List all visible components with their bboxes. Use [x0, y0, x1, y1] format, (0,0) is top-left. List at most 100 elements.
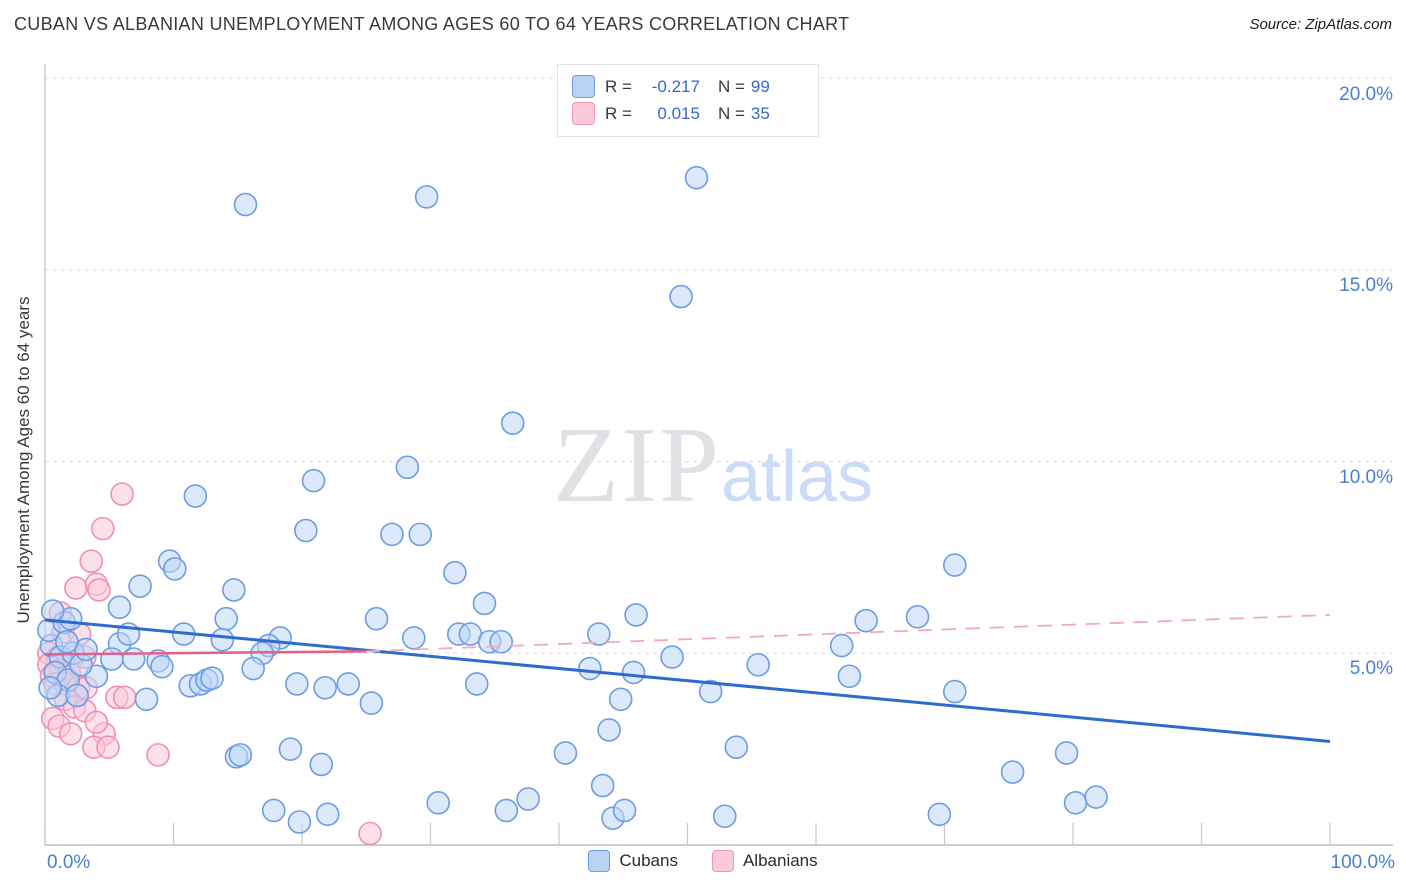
scatter-point-cuban [222, 578, 246, 602]
n-value-albanians: 35 [750, 103, 770, 123]
scatter-point-cuban [837, 664, 862, 689]
scatter-point-cuban [228, 743, 253, 767]
albanians-swatch [711, 850, 734, 872]
scatter-point-cuban [464, 672, 489, 696]
scatter-point-cuban [712, 804, 737, 829]
scatter-point-cuban [724, 735, 749, 760]
scatter-point-cuban [516, 787, 540, 811]
scatter-point-cuban [660, 645, 684, 669]
scatter-point-cuban [100, 647, 124, 671]
scatter-point-cuban [1000, 760, 1025, 784]
scatter-point-cuban [578, 656, 602, 681]
scatter-point-albanian [110, 482, 134, 506]
legend-item-albanians: Albanians [711, 850, 818, 872]
scatter-point-cuban [40, 599, 65, 623]
scatter-point-cuban [443, 560, 467, 585]
scatter-point-cuban [494, 798, 519, 823]
scatter-point-cuban [608, 687, 633, 712]
scatter-point-cuban [315, 802, 340, 827]
scatter-point-cuban [612, 798, 637, 823]
scatter-point-cuban [210, 628, 235, 652]
scatter-point-cuban [183, 484, 208, 508]
scatter-point-cuban [942, 553, 967, 577]
scatter-point-cuban [134, 687, 159, 712]
scatter-point-cuban [364, 606, 389, 631]
trend-line-albanians-dashed [366, 614, 1331, 653]
scatter-point-cuban [624, 603, 648, 627]
n-label: N = [717, 76, 745, 96]
scatter-point-cuban [698, 679, 723, 704]
scatter-point-albanian [87, 578, 111, 602]
source-attribution: Source: ZipAtlas.com [1249, 16, 1392, 33]
correlation-legend: R = -0.217 N = 99 R = 0.015 N = 35 [557, 64, 819, 137]
scatter-point-cuban [500, 411, 525, 435]
scatter-point-cuban [621, 660, 646, 685]
r-value-albanians: 0.015 [657, 103, 700, 123]
scatter-point-cuban [65, 683, 89, 708]
scatter-point-cuban [472, 591, 497, 616]
scatter-point-albanian [358, 821, 382, 846]
scatter-point-albanian [64, 576, 88, 600]
trend-line-cubans-solid [44, 618, 1331, 743]
r-label: R = [605, 103, 632, 123]
y-tick-label-15: 15.0% [1339, 275, 1393, 296]
scatter-point-cuban [587, 622, 611, 646]
r-label: R = [605, 76, 632, 96]
scatter-point-cuban [942, 679, 967, 704]
page-title: CUBAN VS ALBANIAN UNEMPLOYMENT AMONG AGE… [14, 14, 850, 34]
scatter-point-cuban [294, 518, 318, 543]
scatter-point-cuban [489, 629, 513, 654]
scatter-point-cuban [395, 455, 420, 480]
scatter-point-cuban [107, 595, 132, 620]
x-tick-label-max: 100.0% [1330, 852, 1395, 873]
scatter-point-cuban [38, 675, 62, 700]
scatter-point-cuban [285, 672, 309, 696]
scatter-point-cuban [597, 718, 621, 742]
scatter-point-albanian [112, 685, 137, 710]
scatter-point-cuban [162, 557, 187, 581]
scatter-point-albanian [91, 516, 115, 541]
legend-row-cubans: R = -0.217 N = 99 [572, 73, 804, 100]
scatter-point-cuban [241, 656, 265, 681]
scatter-point-cuban [1084, 785, 1108, 809]
scatter-point-cuban [313, 675, 337, 700]
scatter-point-cuban [261, 798, 286, 823]
scatter-point-cuban [669, 284, 693, 309]
cubans-swatch [588, 850, 611, 872]
scatter-point-cuban [746, 652, 770, 677]
y-tick-label-5: 5.0% [1349, 658, 1393, 679]
scatter-point-cuban [684, 165, 709, 190]
scatter-point-cuban [553, 741, 578, 765]
scatter-point-albanian [58, 721, 83, 746]
scatter-point-cuban [359, 691, 384, 715]
trend-line-albanians-solid [44, 650, 367, 656]
series-legend: Cubans Albanians [0, 850, 1406, 872]
scatter-point-cuban [590, 773, 615, 798]
cubans-label: Cubans [619, 851, 678, 870]
scatter-point-cuban [287, 810, 312, 834]
scatter-point-cuban [301, 468, 326, 493]
scatter-point-cuban [854, 608, 878, 633]
scatter-point-cuban [426, 791, 451, 815]
scatter-point-cuban [408, 522, 433, 547]
scatter-point-cuban [414, 185, 439, 209]
scatter-point-cuban [214, 606, 238, 631]
scatter-point-cuban [927, 802, 952, 827]
scatter-point-cuban [278, 737, 303, 761]
scatter-point-cuban [121, 647, 146, 671]
scatter-point-cuban [128, 574, 152, 598]
scatter-point-albanian [84, 710, 109, 735]
scatter-point-albanian [96, 735, 120, 760]
scatter-point-cuban [309, 752, 334, 777]
scatter-point-cuban [150, 654, 174, 679]
n-label: N = [717, 103, 745, 123]
legend-row-albanians: R = 0.015 N = 35 [572, 100, 804, 127]
y-tick-label-10: 10.0% [1339, 467, 1393, 488]
scatter-point-cuban [336, 672, 361, 696]
scatter-point-albanian [146, 743, 170, 767]
scatter-point-cuban [401, 626, 426, 650]
albanians-label: Albanians [742, 851, 818, 870]
y-tick-label-20: 20.0% [1339, 84, 1393, 105]
